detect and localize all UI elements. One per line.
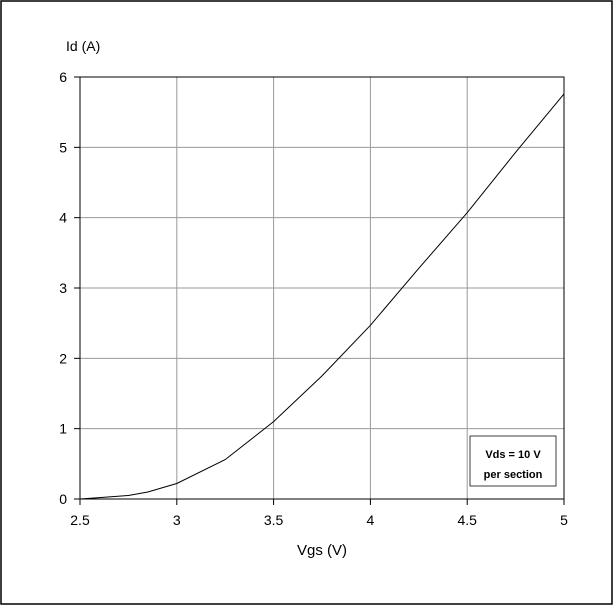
x-tick-label: 3: [173, 512, 181, 528]
annotation-box: [469, 435, 557, 487]
y-tick-label: 3: [59, 280, 67, 296]
x-tick-label: 4: [367, 512, 375, 528]
y-tick-label: 4: [59, 210, 67, 226]
y-axis-ticks: 0 1 2 3 4 5 6: [59, 69, 80, 507]
grid-lines: [80, 77, 564, 499]
plot-area: 2.5 3 3.5 4 4.5 5 0 1 2 3 4 5 6: [59, 69, 568, 528]
y-axis-label: Id (A): [66, 38, 100, 54]
y-tick-label: 6: [59, 69, 67, 85]
y-tick-label: 2: [59, 350, 67, 366]
y-tick-label: 0: [59, 491, 67, 507]
y-tick-label: 1: [59, 421, 67, 437]
x-axis-ticks: 2.5 3 3.5 4 4.5 5: [70, 499, 568, 528]
x-tick-label: 4.5: [457, 512, 477, 528]
series-line-id-vs-vgs: [79, 93, 565, 500]
annotation-text-line-2: per section: [484, 469, 543, 481]
y-tick-label: 5: [59, 139, 67, 155]
annotation-text-line-1: Vds = 10 V: [485, 449, 541, 461]
x-tick-label: 5: [560, 512, 568, 528]
x-tick-label: 2.5: [70, 512, 90, 528]
x-tick-label: 3.5: [264, 512, 284, 528]
x-axis-label: Vgs (V): [297, 542, 347, 559]
